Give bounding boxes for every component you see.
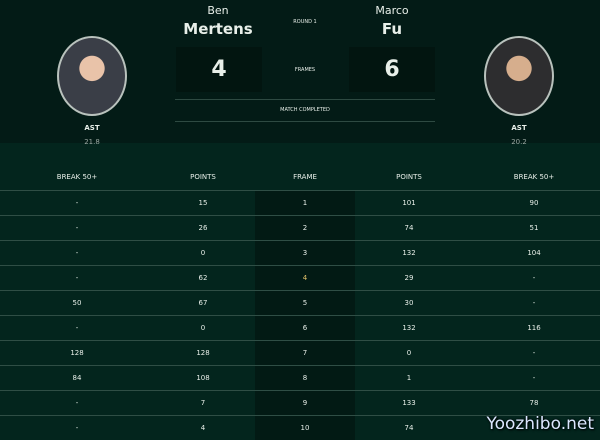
cell-break-p1: - xyxy=(75,399,79,407)
cell-break-p2: - xyxy=(532,374,536,382)
cell-points-p2: 74 xyxy=(404,224,414,232)
cell-break-p1: - xyxy=(75,274,79,282)
player1-avatar[interactable] xyxy=(57,36,127,116)
player2-avatar[interactable] xyxy=(484,36,554,116)
cell-frame: 6 xyxy=(302,324,308,332)
header-points-p2: POINTS xyxy=(396,173,422,181)
cell-break-p2: 90 xyxy=(529,199,539,207)
table-row: - 0 6 132 116 xyxy=(0,315,600,340)
header-frame: FRAME xyxy=(293,173,317,181)
cell-break-p1: 128 xyxy=(70,349,84,357)
round-label: ROUND 1 xyxy=(293,19,317,25)
cell-points-p2: 74 xyxy=(404,424,414,432)
table-row: 84 108 8 1 - xyxy=(0,365,600,390)
divider xyxy=(175,121,435,122)
cell-frame: 4 xyxy=(302,274,308,282)
cell-points-p2: 132 xyxy=(402,249,416,257)
table-row: - 4 10 74 xyxy=(0,415,600,440)
cell-points-p2: 29 xyxy=(404,274,414,282)
cell-points-p1: 7 xyxy=(200,399,206,407)
cell-break-p1: - xyxy=(75,199,79,207)
player2-score: 6 xyxy=(349,47,435,92)
table-row: - 26 2 74 51 xyxy=(0,215,600,240)
cell-points-p1: 15 xyxy=(198,199,208,207)
cell-points-p1: 0 xyxy=(200,249,206,257)
cell-points-p1: 0 xyxy=(200,324,206,332)
cell-break-p2: 104 xyxy=(527,249,541,257)
cell-break-p2: 116 xyxy=(527,324,541,332)
player1-last-name: Mertens xyxy=(183,20,253,38)
cell-break-p1: - xyxy=(75,224,79,232)
header-points-p1: POINTS xyxy=(190,173,216,181)
cell-points-p2: 30 xyxy=(404,299,414,307)
table-row: - 62 4 29 - xyxy=(0,265,600,290)
player2-first-name: Marco xyxy=(375,4,409,17)
cell-break-p2: - xyxy=(532,274,536,282)
cell-break-p2: 78 xyxy=(529,399,539,407)
cell-points-p1: 62 xyxy=(198,274,208,282)
header-break-p2: BREAK 50+ xyxy=(513,173,555,181)
cell-break-p2: - xyxy=(532,299,536,307)
cell-frame: 3 xyxy=(302,249,308,257)
cell-frame: 10 xyxy=(300,424,310,432)
cell-break-p1: - xyxy=(75,424,79,432)
player1-score: 4 xyxy=(176,47,262,92)
cell-points-p1: 108 xyxy=(196,374,210,382)
match-header: AST 21.8 Ben Mertens 4 ROUND 1 FRAMES Ma… xyxy=(0,0,600,146)
divider xyxy=(175,99,435,100)
cell-points-p2: 101 xyxy=(402,199,416,207)
table-header: BREAK 50+ POINTS FRAME POINTS BREAK 50+ xyxy=(0,165,600,190)
player1-first-name: Ben xyxy=(207,4,229,17)
player1-nationality: AST xyxy=(84,124,100,132)
table-row: - 15 1 101 90 xyxy=(0,190,600,215)
cell-frame: 8 xyxy=(302,374,308,382)
cell-frame: 9 xyxy=(302,399,308,407)
watermark: Yoozhibo.net xyxy=(486,414,594,434)
player1-rank: 21.8 xyxy=(84,138,100,146)
cell-points-p1: 67 xyxy=(198,299,208,307)
cell-points-p2: 132 xyxy=(402,324,416,332)
cell-frame: 7 xyxy=(302,349,308,357)
cell-frame: 2 xyxy=(302,224,308,232)
table-row: - 7 9 133 78 xyxy=(0,390,600,415)
table-row: 50 67 5 30 - xyxy=(0,290,600,315)
cell-break-p1: - xyxy=(75,249,79,257)
cell-break-p1: 50 xyxy=(72,299,82,307)
cell-frame: 1 xyxy=(302,199,308,207)
player2-last-name: Fu xyxy=(381,20,403,38)
cell-points-p2: 133 xyxy=(402,399,416,407)
player2-rank: 20.2 xyxy=(511,138,527,146)
match-status: MATCH COMPLETED xyxy=(280,107,330,113)
cell-points-p2: 1 xyxy=(406,374,412,382)
cell-break-p1: 84 xyxy=(72,374,82,382)
cell-break-p2: - xyxy=(532,349,536,357)
frames-label: FRAMES xyxy=(294,67,316,73)
cell-points-p1: 26 xyxy=(198,224,208,232)
player2-nationality: AST xyxy=(511,124,527,132)
table-row: - 0 3 132 104 xyxy=(0,240,600,265)
cell-break-p1: - xyxy=(75,324,79,332)
header-break-p1: BREAK 50+ xyxy=(56,173,98,181)
table-row: 128 128 7 0 - xyxy=(0,340,600,365)
cell-points-p2: 0 xyxy=(406,349,412,357)
cell-frame: 5 xyxy=(302,299,308,307)
cell-break-p2: 51 xyxy=(529,224,539,232)
cell-points-p1: 4 xyxy=(200,424,206,432)
cell-points-p1: 128 xyxy=(196,349,210,357)
